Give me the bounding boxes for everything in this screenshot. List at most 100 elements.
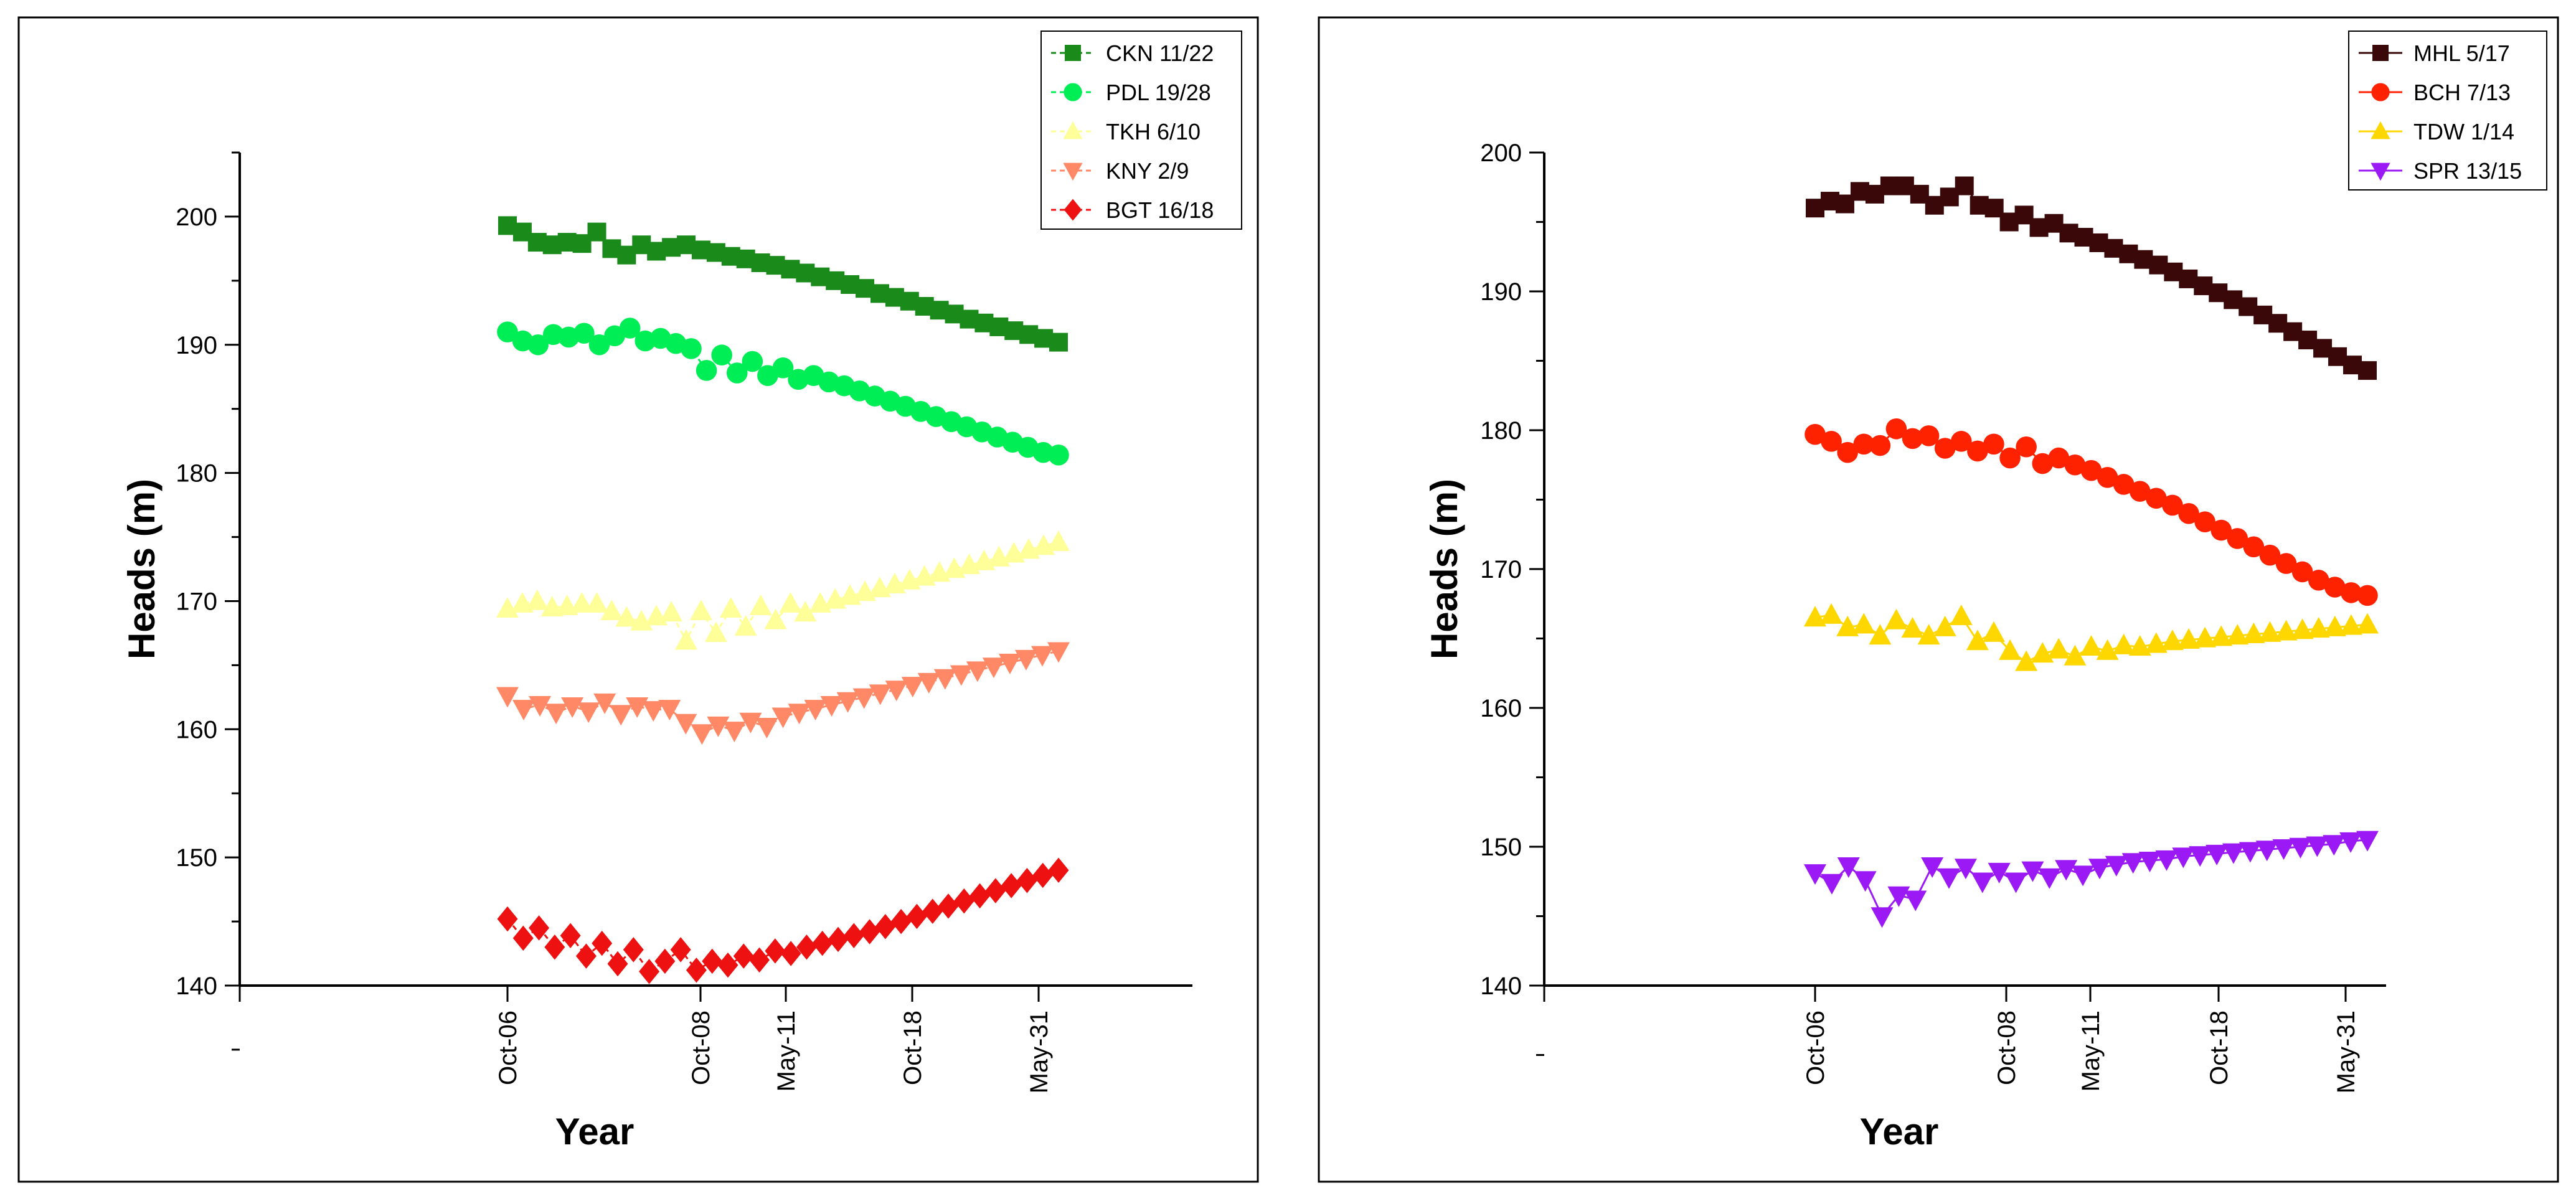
left-point-kny: [512, 700, 535, 721]
left-legend-box: [1040, 31, 1242, 230]
right-y-tick-label: 170: [1480, 556, 1522, 583]
right-point-spr: [2339, 832, 2362, 853]
right-point-spr: [2206, 844, 2229, 865]
right-point-tdw: [1999, 639, 2022, 660]
left-point-pdl: [696, 360, 717, 381]
left-point-bgt: [654, 948, 676, 974]
left-point-kny: [1047, 642, 1070, 663]
left-point-kny: [755, 717, 778, 738]
right-legend-label: TDW 1/14: [2413, 119, 2514, 144]
left-point-bgt: [859, 919, 880, 944]
left-point-bgt: [796, 934, 817, 960]
left-chart-marks: [496, 216, 1070, 984]
right-point-bch: [1983, 433, 2004, 455]
left-legend-label: TKH 6/10: [1106, 119, 1201, 144]
right-point-spr: [1887, 886, 1910, 907]
right-point-tdw: [2128, 635, 2151, 656]
right-series-line-mhl: [1814, 184, 2368, 372]
right-point-mhl: [1955, 176, 1974, 195]
left-point-bgt: [985, 878, 1006, 903]
left-legend: CKN 11/22 PDL 19/28 TKH 6/10 KNY 2/9 BGT 16/…: [1040, 31, 1242, 230]
left-point-tkh: [764, 608, 787, 629]
left-x-tick-label: Oct-18: [899, 1010, 927, 1085]
right-point-bch: [1869, 435, 1891, 456]
left-point-kny: [804, 700, 827, 721]
left-legend-label: BGT 16/18: [1106, 197, 1214, 223]
left-point-tkh: [615, 606, 638, 627]
right-point-tdw: [1836, 615, 1859, 636]
left-point-kny: [674, 714, 697, 735]
right-x-tick-label: Oct-06: [1802, 1010, 1829, 1085]
left-point-pdl: [619, 318, 641, 339]
right-point-tdw: [1885, 608, 1908, 629]
right-legend-marker: [2372, 45, 2389, 61]
left-point-bgt: [1001, 873, 1022, 898]
right-point-bch: [2113, 474, 2135, 495]
right-point-tdw: [2047, 638, 2070, 659]
left-point-bgt: [780, 941, 801, 966]
left-point-kny: [723, 722, 746, 743]
left-legend-label: PDL 19/28: [1106, 80, 1211, 105]
right-point-spr: [2105, 855, 2128, 877]
right-point-bch: [2308, 570, 2329, 591]
right-legend-marker: [2371, 83, 2390, 101]
left-point-bgt: [1032, 862, 1054, 888]
right-y-tick-label: 200: [1480, 139, 1522, 167]
left-x-tick-label: Oct-06: [494, 1010, 522, 1085]
right-point-tdw: [2307, 617, 2330, 638]
left-point-bgt: [544, 934, 565, 960]
right-point-bch: [1999, 447, 2021, 469]
left-point-bgt: [1016, 867, 1037, 893]
left-point-tkh: [734, 615, 757, 636]
left-panel-frame: [17, 16, 1259, 1183]
right-point-tdw: [1966, 629, 1989, 651]
right-point-spr: [2239, 842, 2262, 863]
right-y-tick-label: 140: [1480, 973, 1522, 1000]
right-point-bch: [1885, 418, 1907, 440]
left-point-bgt: [560, 923, 581, 948]
right-point-bch: [1918, 425, 1940, 446]
right-point-spr: [2255, 841, 2278, 862]
left-legend-entries: CKN 11/22 PDL 19/28 TKH 6/10 KNY 2/9 BGT 16/…: [1051, 40, 1214, 223]
left-point-bgt: [922, 898, 943, 924]
left-point-kny: [788, 704, 811, 725]
left-legend-marker: [1064, 199, 1082, 221]
left-chart: 140 150 160 170 180 190 200 Oct-06 Oct-08 May-11…: [121, 31, 1242, 1152]
right-legend-label: BCH 7/13: [2413, 80, 2511, 105]
left-point-kny: [658, 700, 681, 721]
left-y-tick-label: 180: [176, 460, 217, 487]
right-point-tdw: [1982, 621, 2005, 642]
left-y-tick-label: 150: [176, 844, 217, 872]
right-y-tick-label: 190: [1480, 278, 1522, 306]
right-legend-label: SPR 13/15: [2413, 158, 2522, 184]
left-point-kny: [529, 695, 552, 717]
left-point-bgt: [890, 908, 912, 935]
left-point-bgt: [875, 914, 896, 940]
left-point-bgt: [1048, 857, 1069, 883]
right-point-tdw: [1933, 615, 1956, 636]
right-point-spr: [2138, 852, 2161, 873]
right-x-tick-label: May-31: [2333, 1010, 2360, 1093]
left-point-tkh: [719, 597, 742, 618]
left-x-axis-title: Year: [555, 1111, 635, 1152]
right-legend-label: MHL 5/17: [2413, 40, 2510, 66]
right-y-tick-label: 160: [1480, 695, 1522, 722]
right-point-spr: [2189, 846, 2212, 867]
left-point-kny: [1014, 649, 1037, 671]
right-panel-frame: [1318, 16, 2559, 1183]
left-point-tkh: [570, 591, 593, 613]
right-point-tdw: [2356, 613, 2379, 634]
right-point-spr: [2121, 853, 2144, 874]
right-point-bch: [1853, 433, 1875, 455]
right-point-tdw: [1820, 603, 1843, 624]
left-point-kny: [885, 681, 908, 702]
left-x-tick-label: May-11: [773, 1010, 800, 1091]
left-point-bgt: [670, 937, 691, 963]
left-legend-label: KNY 2/9: [1106, 158, 1189, 184]
left-legend-marker: [1065, 45, 1081, 61]
left-y-tick-label: 160: [176, 716, 217, 743]
right-point-bch: [1821, 431, 1842, 452]
left-point-kny: [642, 701, 665, 722]
left-y-tick-label: 200: [176, 204, 217, 231]
left-point-bgt: [639, 959, 660, 984]
